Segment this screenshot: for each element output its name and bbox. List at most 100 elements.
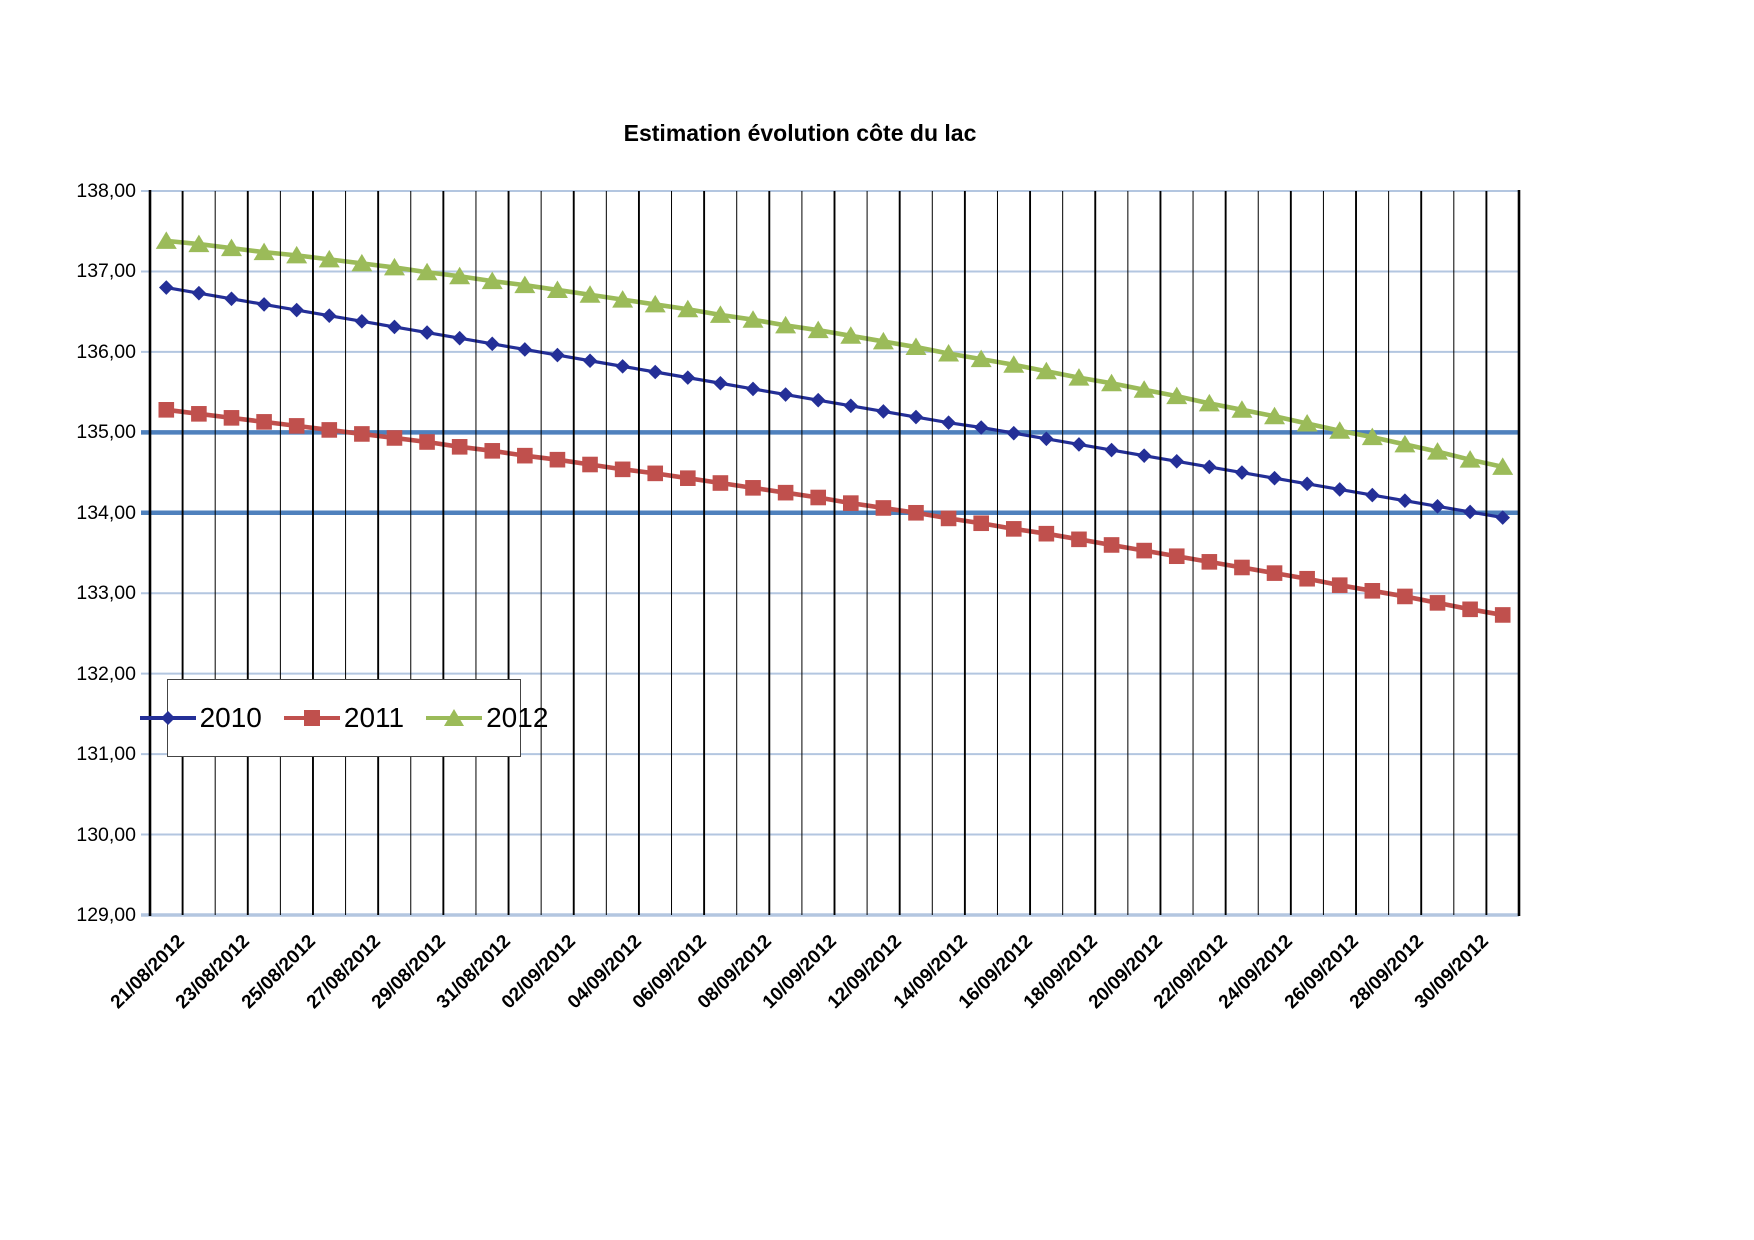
series-2010-point (876, 404, 891, 419)
series-2011-point (810, 489, 827, 506)
series-2010-point (1104, 442, 1119, 458)
series-2012-point (709, 305, 731, 323)
legend-label-2010: 2010 (199, 702, 262, 733)
series-2012-point (1394, 434, 1416, 453)
series-2010-point (941, 415, 956, 430)
series-2010-point (1332, 482, 1348, 497)
series-2010-point (191, 285, 207, 301)
series-2012-point (1035, 361, 1057, 380)
series-2010-point (713, 375, 728, 391)
series-2012-point (1264, 406, 1286, 425)
triangle-marker-icon (426, 705, 483, 731)
series-2010-point (843, 398, 859, 414)
series-2012-point (155, 231, 177, 249)
series-2010-point (680, 370, 696, 385)
series-2012-point (742, 310, 764, 328)
series-2012-point (383, 257, 405, 276)
series-2011-point (1201, 554, 1218, 570)
series-2012-point (1361, 427, 1383, 446)
series-2011-point (777, 484, 794, 501)
series-2010-point (615, 359, 630, 374)
series-2011-point (158, 402, 175, 418)
series-2010-point (517, 342, 533, 357)
series-2011-point (451, 439, 468, 455)
series-2010-point (1267, 470, 1282, 486)
series-2012-point (807, 320, 829, 339)
series-2010-point (1234, 465, 1250, 480)
series-2012-point (970, 349, 992, 368)
series-2012-point (938, 343, 960, 362)
series-2011-point (614, 461, 631, 478)
series-2011-point (256, 414, 272, 430)
series-2010-point (354, 314, 370, 329)
series-2011-point (321, 422, 338, 438)
series-2012-point (1492, 457, 1514, 475)
series-2011-point (1168, 548, 1185, 565)
chart-title: Estimation évolution côte du lac (623, 120, 977, 146)
series-2012-point (416, 262, 438, 281)
series-2011-point (1234, 559, 1250, 576)
series-2010-point (387, 319, 402, 335)
series-2012-point (449, 266, 471, 285)
series-2011-point (647, 465, 664, 482)
series-2010-point (647, 364, 663, 380)
y-tick-label-129,00: 129,00 (76, 904, 136, 926)
series-2012-point (644, 294, 666, 313)
series-2010-point (1430, 499, 1445, 514)
series-2010-point (1169, 453, 1185, 469)
series-2011-point (1494, 607, 1511, 623)
y-tick-label-131,00: 131,00 (76, 743, 136, 766)
y-tick-label-133,00: 133,00 (76, 582, 136, 605)
series-2012-point (840, 326, 862, 344)
diamond-marker-icon (139, 705, 196, 731)
series-2011-point (517, 447, 533, 464)
series-2012-point (318, 249, 340, 268)
series-2011-point (1299, 570, 1315, 587)
series-2012-point (220, 238, 242, 257)
series-2010-point (778, 387, 793, 402)
series-2012-point (514, 275, 536, 294)
series-2010-point (908, 409, 924, 425)
series-2012-point (872, 331, 894, 350)
series-2011-point (1038, 525, 1055, 542)
series-2012-point (1101, 373, 1123, 392)
series-2012-point (481, 271, 503, 290)
series-2011-point (549, 451, 566, 468)
y-tick-label-138,00: 138,00 (76, 180, 136, 202)
series-2010-point (582, 353, 598, 369)
series-2010-point (1462, 504, 1478, 520)
series-2010-point (1136, 448, 1152, 463)
series-2012-point (1068, 368, 1090, 386)
series-2011-point (875, 500, 892, 516)
series-2011-point (940, 510, 957, 527)
series-2011-point (354, 426, 370, 442)
series-2012-point (1427, 442, 1449, 460)
series-2011-point (582, 456, 598, 473)
series-2011-point (484, 443, 501, 459)
series-2012-point (253, 242, 275, 261)
series-2010-point (1071, 437, 1087, 452)
series-2010-point (1495, 510, 1511, 525)
y-tick-label-132,00: 132,00 (76, 662, 136, 685)
series-2010-point (1397, 493, 1413, 509)
series-2011-point (908, 504, 924, 521)
series-2010-point (1039, 431, 1054, 447)
series-2011-point (1266, 565, 1283, 581)
legend-item-2010: 2010 (139, 702, 262, 734)
series-2011-point (1331, 577, 1348, 593)
legend-item-2012: 2012 (426, 702, 548, 734)
series-2010-point (321, 308, 337, 323)
square-marker-icon (283, 705, 340, 731)
series-2010-point (1299, 476, 1315, 492)
series-2010-point (1202, 459, 1217, 475)
series-2010-point (810, 392, 826, 408)
series-2011-point (1005, 521, 1022, 537)
series-2011-point (973, 515, 989, 532)
y-tick-label-130,00: 130,00 (76, 823, 136, 846)
series-2010-point (256, 297, 272, 312)
series-2012-point (1166, 386, 1188, 405)
series-2012-point (546, 280, 568, 298)
series-2010-point (550, 347, 565, 363)
